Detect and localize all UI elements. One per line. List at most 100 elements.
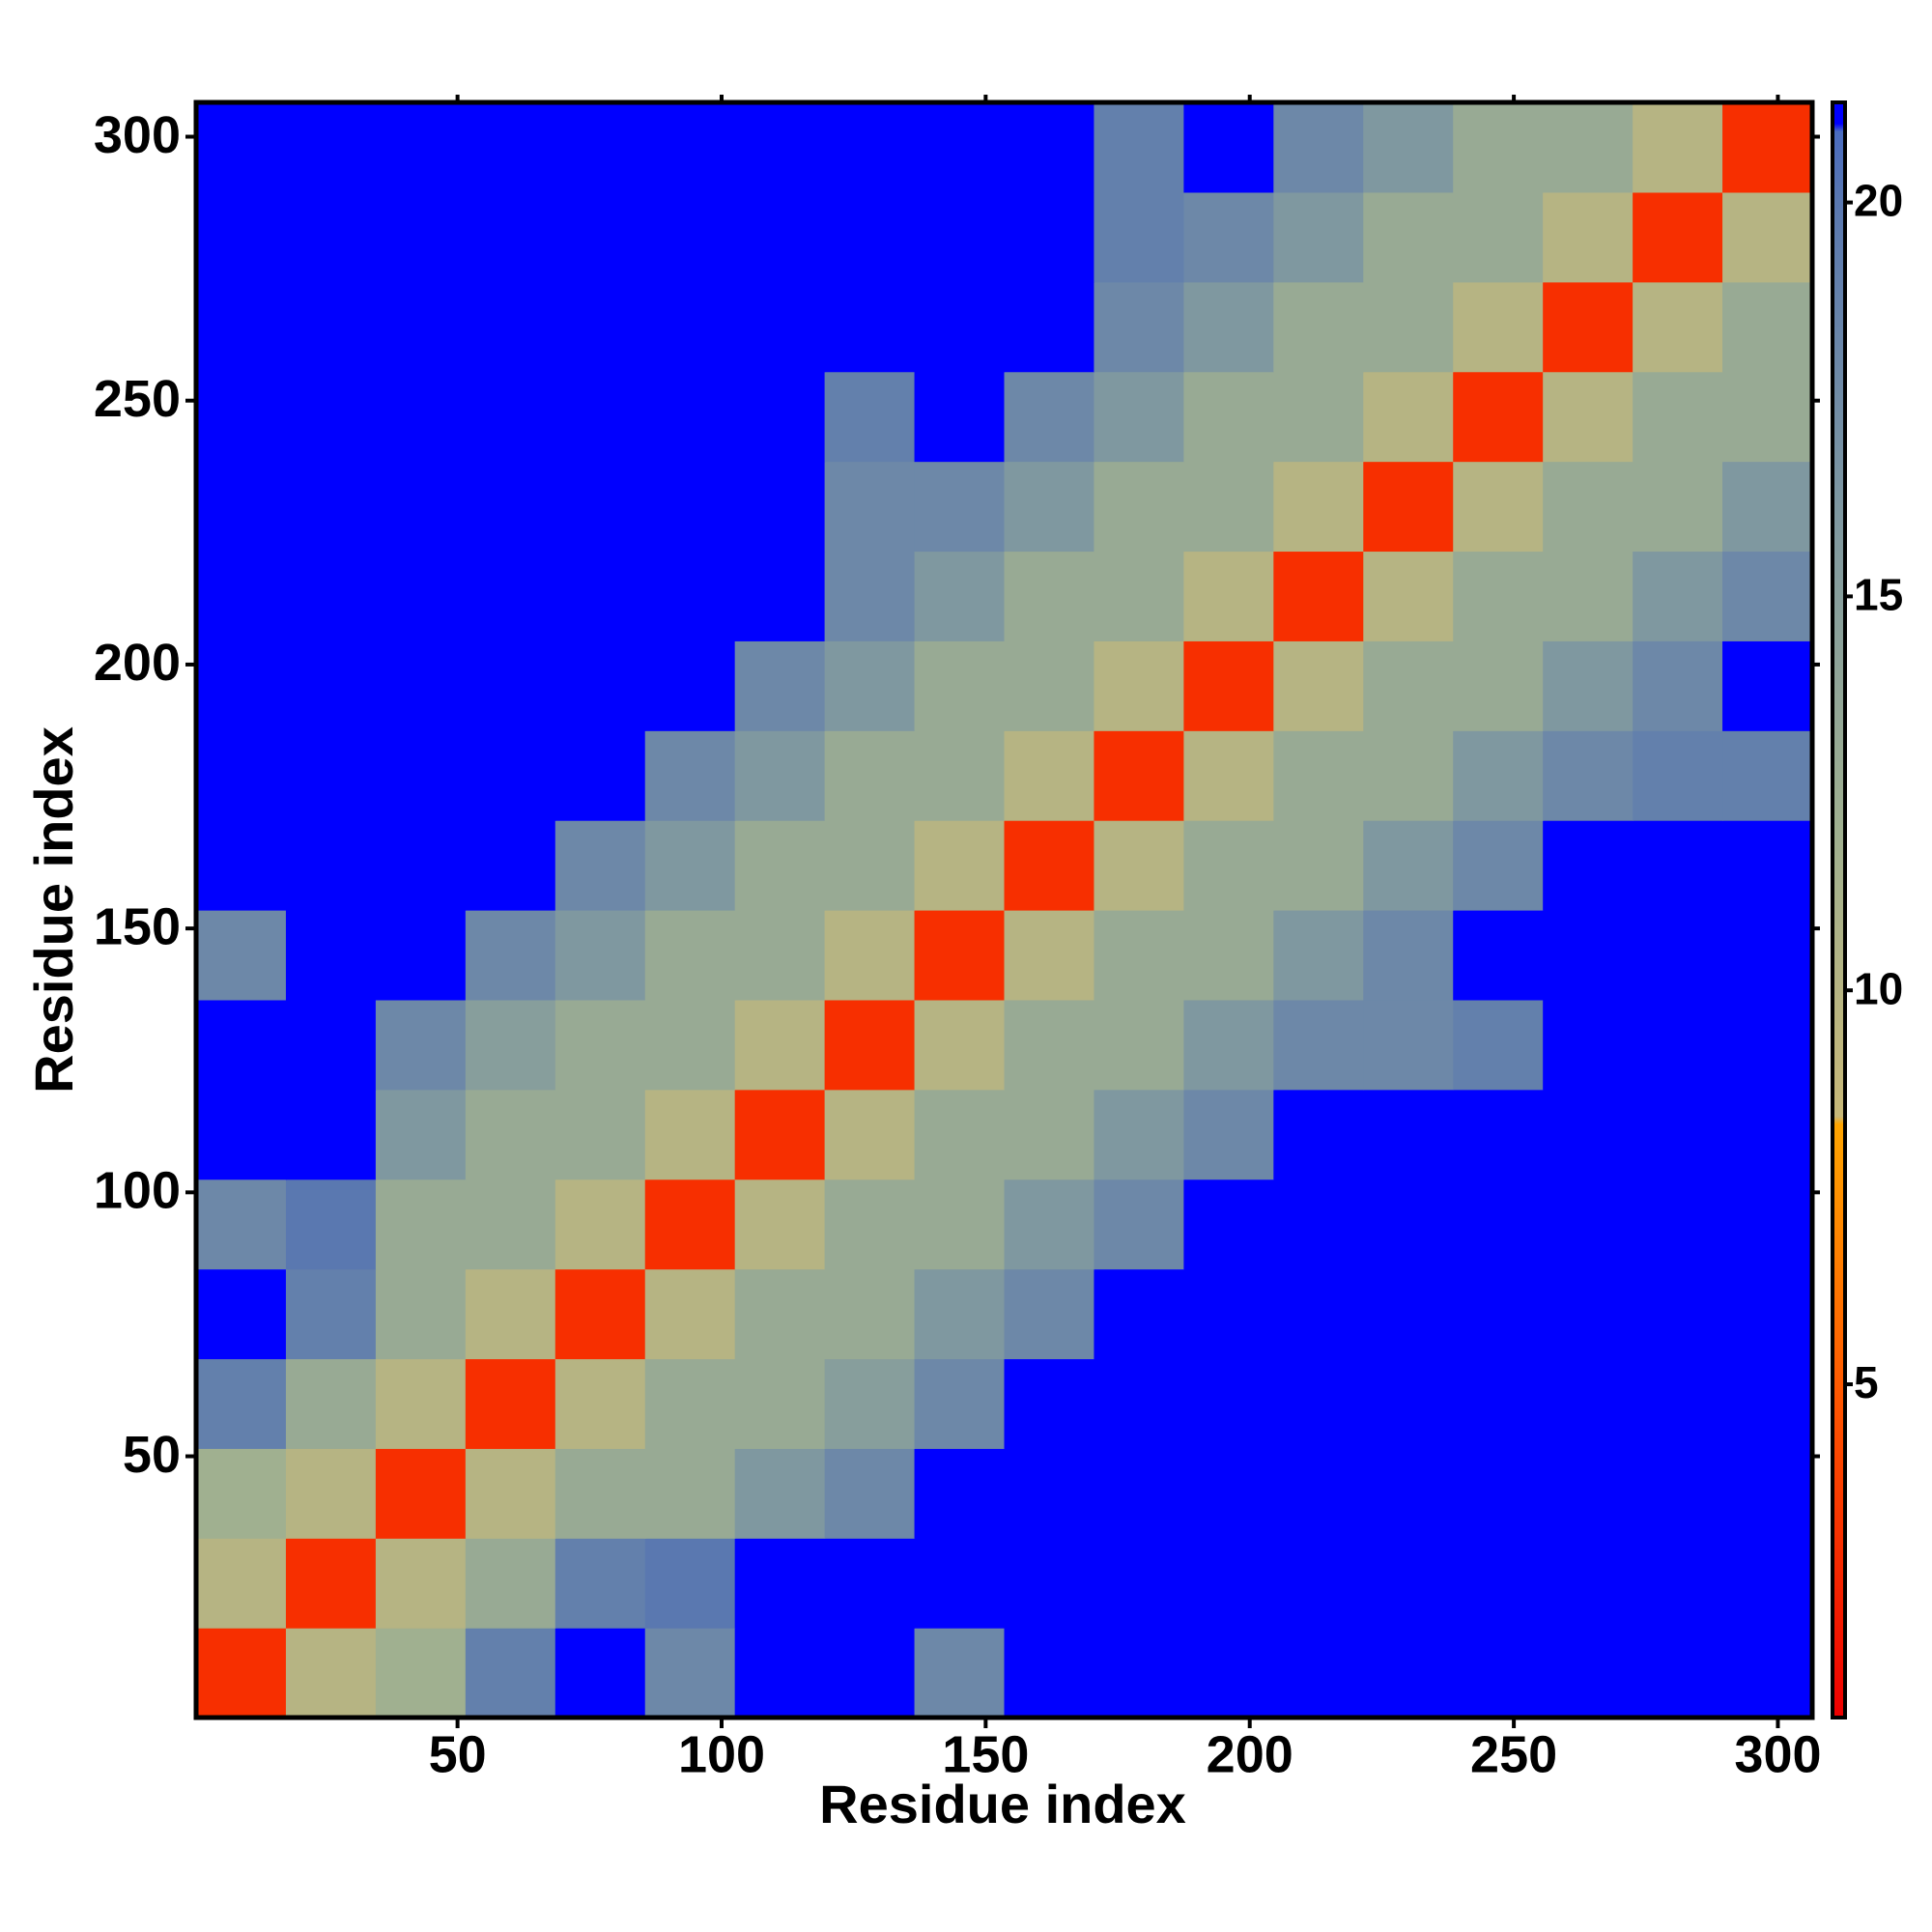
heatmap-cell — [1543, 640, 1634, 731]
heatmap-cell — [914, 1448, 1006, 1539]
heatmap-cell — [1363, 1358, 1454, 1449]
heatmap-cell — [554, 1179, 646, 1270]
heatmap-cell — [554, 999, 646, 1091]
heatmap-cell — [465, 1179, 556, 1270]
heatmap-cell — [1004, 371, 1095, 463]
heatmap — [196, 102, 1813, 1719]
heatmap-cell — [644, 999, 736, 1091]
heatmap-cell — [1094, 999, 1184, 1091]
heatmap-cell — [285, 730, 377, 821]
heatmap-cell — [734, 640, 826, 731]
heatmap-cell — [1004, 102, 1095, 193]
heatmap-cell — [1004, 281, 1095, 373]
heatmap-cell — [824, 371, 916, 463]
heatmap-cell — [196, 1628, 287, 1719]
x-tick-label: 300 — [1734, 1725, 1821, 1783]
heatmap-cell — [1722, 371, 1813, 463]
heatmap-cell — [1004, 1628, 1095, 1719]
heatmap-cell — [375, 371, 467, 463]
heatmap-cell — [285, 1358, 377, 1449]
heatmap-cell — [1722, 1448, 1813, 1539]
heatmap-cell — [1273, 191, 1364, 283]
heatmap-cell — [196, 820, 287, 911]
heatmap-cell — [1722, 1089, 1813, 1180]
heatmap-cell — [285, 102, 377, 193]
heatmap-cell — [196, 461, 287, 553]
heatmap-cell — [1453, 1358, 1544, 1449]
heatmap-cell — [1004, 551, 1095, 641]
heatmap-cell — [1633, 1448, 1723, 1539]
heatmap-cell — [196, 1448, 287, 1539]
plot-frame — [193, 99, 1815, 1720]
heatmap-cell — [554, 910, 646, 1001]
heatmap-cell — [1363, 910, 1454, 1001]
heatmap-cell — [734, 820, 826, 911]
heatmap-cell — [554, 1268, 646, 1360]
colorbar-tick-label: 20 — [1854, 176, 1903, 226]
heatmap-cell — [1004, 999, 1095, 1091]
heatmap-cell — [1004, 1448, 1095, 1539]
heatmap-cell — [1004, 820, 1095, 911]
heatmap-cell — [644, 1179, 736, 1270]
heatmap-cell — [1183, 730, 1274, 821]
heatmap-cell — [554, 551, 646, 641]
heatmap-cell — [644, 1089, 736, 1180]
heatmap-cell — [1273, 1628, 1364, 1719]
heatmap-cell — [824, 281, 916, 373]
heatmap-cell — [1273, 640, 1364, 731]
heatmap-cell — [734, 1538, 826, 1629]
heatmap-cell — [1453, 820, 1544, 911]
heatmap-cell — [644, 371, 736, 463]
heatmap-cell — [285, 640, 377, 731]
heatmap-cell — [1453, 1538, 1544, 1629]
heatmap-cell — [1094, 461, 1184, 553]
heatmap-cell — [1094, 1089, 1184, 1180]
heatmap-cell — [1183, 999, 1274, 1091]
heatmap-cell — [1633, 1268, 1723, 1360]
heatmap-cell — [1273, 551, 1364, 641]
heatmap-cell — [1722, 1538, 1813, 1629]
heatmap-cell — [196, 371, 287, 463]
y-tick-label: 250 — [94, 370, 181, 428]
heatmap-cell — [734, 371, 826, 463]
heatmap-cell — [1363, 999, 1454, 1091]
heatmap-cell — [1543, 910, 1634, 1001]
heatmap-cell — [824, 1089, 916, 1180]
heatmap-cell — [824, 1179, 916, 1270]
heatmap-cell — [734, 910, 826, 1001]
heatmap-cell — [1722, 461, 1813, 553]
heatmap-cell — [1363, 1448, 1454, 1539]
heatmap-cell — [734, 1358, 826, 1449]
heatmap-cell — [1183, 281, 1274, 373]
heatmap-cell — [1633, 1628, 1723, 1719]
heatmap-cell — [1722, 281, 1813, 373]
heatmap-cell — [1453, 551, 1544, 641]
heatmap-cell — [1722, 1179, 1813, 1270]
heatmap-cell — [1004, 1538, 1095, 1629]
heatmap-cell — [914, 371, 1006, 463]
heatmap-cell — [1543, 1628, 1634, 1719]
heatmap-cell — [644, 730, 736, 821]
heatmap-cell — [465, 1089, 556, 1180]
heatmap-cell — [1543, 1179, 1634, 1270]
heatmap-cell — [285, 1538, 377, 1629]
heatmap-cell — [554, 640, 646, 731]
heatmap-cell — [196, 999, 287, 1091]
heatmap-cell — [1273, 910, 1364, 1001]
heatmap-cell — [914, 551, 1006, 641]
heatmap-cell — [1633, 1358, 1723, 1449]
heatmap-cell — [734, 461, 826, 553]
heatmap-cell — [554, 1538, 646, 1629]
heatmap-cell — [375, 1089, 467, 1180]
heatmap-cell — [1453, 1089, 1544, 1180]
heatmap-cell — [1363, 102, 1454, 193]
heatmap-cell — [914, 1268, 1006, 1360]
heatmap-cell — [554, 730, 646, 821]
heatmap-cell — [1722, 730, 1813, 821]
heatmap-cell — [824, 999, 916, 1091]
heatmap-cell — [465, 461, 556, 553]
heatmap-cell — [1633, 999, 1723, 1091]
heatmap-cell — [1363, 461, 1454, 553]
heatmap-cell — [554, 1448, 646, 1539]
heatmap-cell — [285, 1268, 377, 1360]
